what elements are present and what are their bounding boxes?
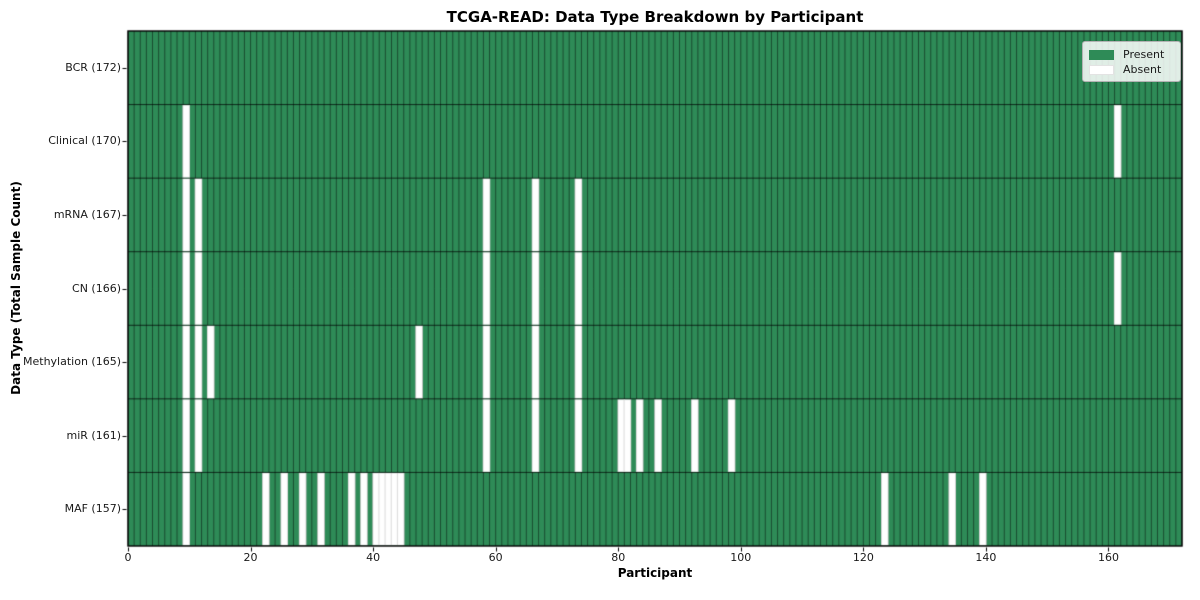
x-tick-label: 120 [852, 551, 874, 564]
legend-label-present: Present [1123, 48, 1165, 61]
y-tick-label: miR (161) [66, 428, 122, 442]
x-axis-label: Participant [617, 566, 693, 580]
y-tick-label: Clinical (170) [48, 134, 121, 148]
x-tick-label: 80 [611, 551, 626, 564]
legend-label-absent: Absent [1123, 63, 1162, 76]
y-tick-label: BCR (172) [65, 60, 121, 74]
x-tick-label: 40 [366, 551, 381, 564]
x-tick-label: 0 [124, 551, 132, 564]
x-tick-label: 60 [488, 551, 503, 564]
legend-entry-present: Present [1089, 47, 1173, 62]
y-tick-label: Methylation (165) [23, 355, 121, 369]
y-tick-label: MAF (157) [64, 502, 121, 516]
absent-swatch-icon [1089, 64, 1114, 75]
x-tick-label: 100 [730, 551, 752, 564]
x-tick-label: 140 [975, 551, 997, 564]
x-tick-label: 160 [1097, 551, 1119, 564]
chart-title: TCGA-READ: Data Type Breakdown by Partic… [446, 8, 864, 26]
y-tick-label: mRNA (167) [53, 207, 121, 221]
legend-entry-absent: Absent [1089, 62, 1173, 77]
legend: Present Absent [1082, 41, 1181, 82]
x-tick-label: 20 [243, 551, 258, 564]
present-swatch-icon [1089, 49, 1114, 60]
y-tick-label: CN (166) [72, 281, 121, 295]
